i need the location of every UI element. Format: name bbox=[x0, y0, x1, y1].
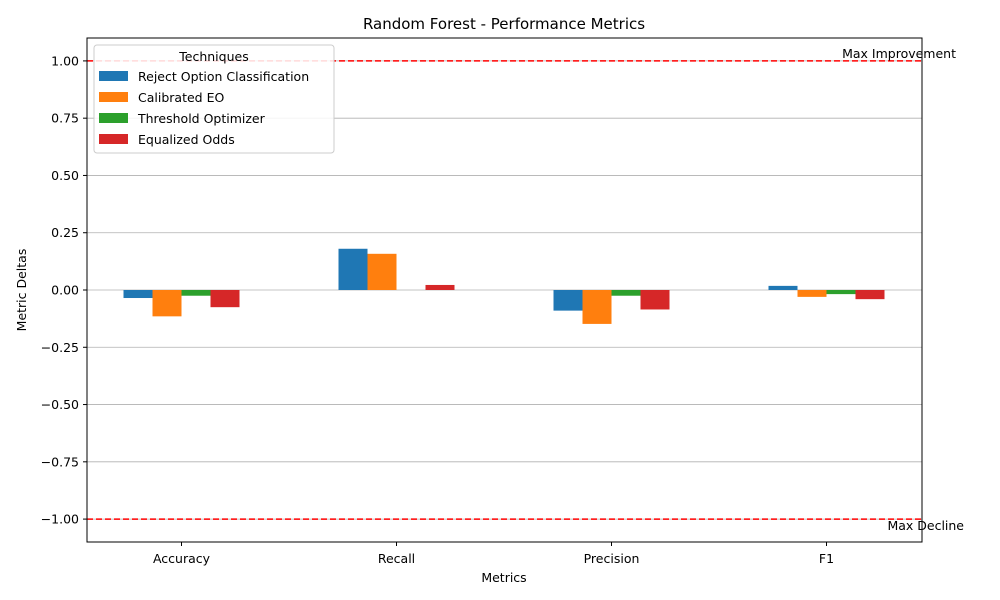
x-tick-label: Precision bbox=[584, 551, 640, 566]
reference-line-label: Max Decline bbox=[887, 518, 964, 533]
bar-reject-option-classification-f1 bbox=[768, 285, 798, 290]
bar-calibrated-eo-recall bbox=[367, 253, 397, 290]
legend-swatch bbox=[99, 71, 128, 81]
y-tick-label: −1.00 bbox=[41, 512, 79, 527]
bar-reject-option-classification-precision bbox=[553, 290, 583, 311]
bar-calibrated-eo-precision bbox=[582, 290, 612, 324]
x-tick-label: Accuracy bbox=[153, 551, 211, 566]
y-axis-label: Metric Deltas bbox=[14, 249, 29, 332]
legend-swatch bbox=[99, 134, 128, 144]
legend-swatch bbox=[99, 113, 128, 123]
y-tick-label: 0.75 bbox=[51, 111, 79, 126]
legend-box bbox=[93, 44, 335, 154]
legend-entry: Calibrated EO bbox=[138, 90, 224, 105]
bar-reject-option-classification-accuracy bbox=[123, 290, 153, 299]
bar-threshold-optimizer-accuracy bbox=[181, 290, 211, 296]
bar-equalized-odds-f1 bbox=[855, 290, 885, 300]
y-tick-label: −0.50 bbox=[41, 397, 79, 412]
legend-entry: Reject Option Classification bbox=[138, 69, 309, 84]
bars bbox=[123, 248, 885, 324]
bar-threshold-optimizer-f1 bbox=[826, 290, 856, 295]
legend-title: Techniques bbox=[178, 49, 248, 64]
bar-calibrated-eo-accuracy bbox=[152, 290, 182, 317]
x-tick-label: F1 bbox=[819, 551, 834, 566]
chart-title: Random Forest - Performance Metrics bbox=[363, 15, 645, 33]
bar-equalized-odds-recall bbox=[425, 284, 455, 290]
reference-lines: Max Improvement Max Decline bbox=[87, 46, 964, 533]
bar-equalized-odds-precision bbox=[640, 290, 670, 310]
reference-line-label: Max Improvement bbox=[842, 46, 956, 61]
bar-equalized-odds-accuracy bbox=[210, 290, 240, 308]
legend-swatch bbox=[99, 92, 128, 102]
y-tick-label: 1.00 bbox=[51, 53, 79, 68]
y-tick-label: 0.25 bbox=[51, 225, 79, 240]
y-tick-label: 0.00 bbox=[51, 283, 79, 298]
y-tick-label: 0.50 bbox=[51, 168, 79, 183]
legend-entry: Equalized Odds bbox=[138, 132, 235, 147]
x-axis: Accuracy Recall Precision F1 bbox=[153, 542, 834, 566]
y-tick-label: −0.75 bbox=[41, 454, 79, 469]
y-axis: −1.00 −0.75 −0.50 −0.25 0.00 0.25 0.50 0.75 1.00 bbox=[41, 53, 87, 527]
x-tick-label: Recall bbox=[378, 551, 415, 566]
legend-entry: Threshold Optimizer bbox=[137, 111, 266, 126]
bar-threshold-optimizer-precision bbox=[611, 290, 641, 296]
legend: Techniques Reject Option Classification Ca… bbox=[93, 44, 335, 154]
bar-reject-option-classification-recall bbox=[338, 248, 368, 290]
bar-calibrated-eo-f1 bbox=[797, 290, 827, 297]
x-axis-label: Metrics bbox=[481, 570, 526, 585]
y-tick-label: −0.25 bbox=[41, 340, 79, 355]
